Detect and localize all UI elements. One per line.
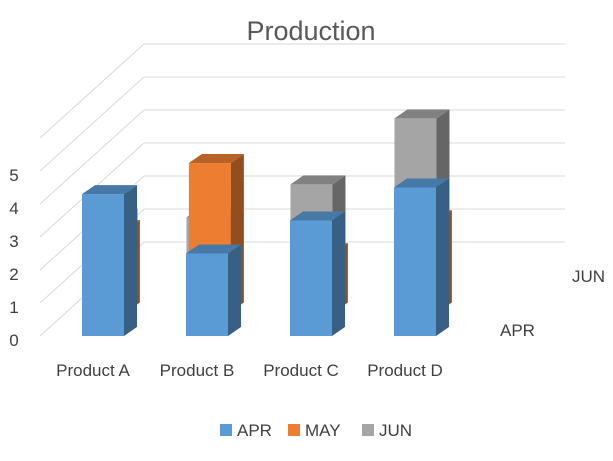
bar-side	[436, 178, 449, 336]
legend-item-apr: APR	[220, 421, 272, 440]
bar-apr-3	[290, 211, 345, 336]
ytick-label: 0	[9, 331, 18, 350]
legend-swatch	[288, 424, 300, 436]
bar-side	[124, 185, 137, 336]
ytick-label: 2	[9, 265, 18, 284]
xtick-label: Product B	[160, 361, 235, 380]
xtick-label: Product D	[367, 361, 443, 380]
bar-top	[394, 178, 449, 188]
gridline-diagonal	[39, 109, 145, 205]
bar-front	[394, 187, 436, 336]
depth-label-jun: JUN	[572, 267, 605, 286]
bar-front	[290, 220, 332, 336]
ytick-label: 5	[9, 166, 18, 185]
legend-item-may: MAY	[288, 421, 341, 440]
bar-side	[228, 244, 241, 336]
depth-label-apr: APR	[500, 321, 535, 340]
bar-front	[186, 253, 228, 336]
ytick-label: 1	[9, 298, 18, 317]
xtick-label: Product C	[263, 361, 339, 380]
bar-top	[186, 244, 241, 254]
legend-swatch	[362, 424, 374, 436]
gridline-diagonal	[39, 43, 145, 139]
ytick-label: 3	[9, 232, 18, 251]
legend-swatch	[220, 424, 232, 436]
legend-label: APR	[237, 421, 272, 440]
bar-top	[290, 175, 346, 185]
legend-item-jun: JUN	[362, 421, 412, 440]
bar-side	[332, 211, 345, 336]
bar-top	[394, 109, 450, 119]
chart-title: Production	[246, 16, 375, 46]
legend-label: JUN	[379, 421, 412, 440]
ytick-label: 4	[9, 199, 18, 218]
bar-top	[82, 185, 137, 195]
bar-apr-1	[82, 185, 137, 336]
bar-apr-2	[186, 244, 241, 336]
bar-top	[188, 154, 244, 164]
bar-top	[290, 211, 345, 221]
legend-label: MAY	[305, 421, 341, 440]
bar-front	[82, 194, 124, 336]
xtick-label: Product A	[56, 361, 130, 380]
bar-apr-4	[394, 178, 449, 336]
gridline-diagonal	[39, 76, 145, 172]
